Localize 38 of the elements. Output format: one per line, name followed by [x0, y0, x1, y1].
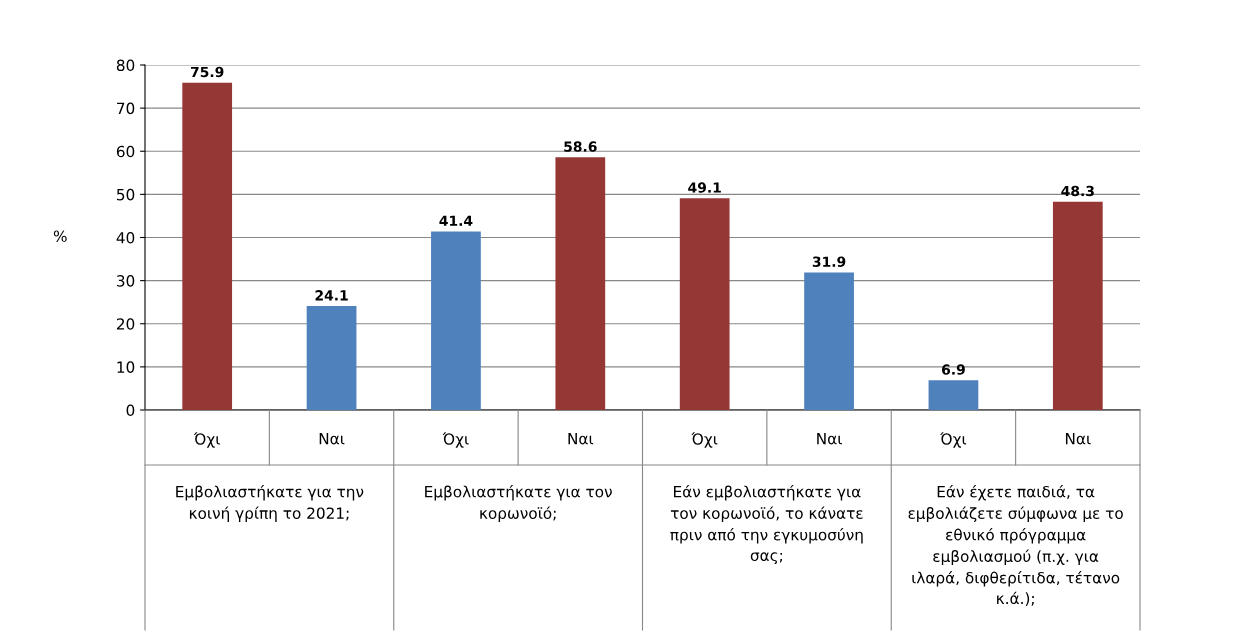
y-tick-label: 50 [117, 188, 135, 201]
data-label: 58.6 [564, 141, 597, 152]
text: Εμβολιαστήκατε για τον κορωνοϊό; [425, 485, 612, 522]
text: Εάν εμβολιαστήκατε για τον κορωνοϊό, το κάνατε πριν από την εγκυμοσύνη σας; [670, 485, 863, 565]
y-tick-label: 80 [116, 59, 135, 72]
x-tick-label: Ναι [568, 433, 594, 445]
x-tick-label: Όχι [193, 432, 220, 448]
data-label: 41.4 [439, 215, 473, 226]
data-label: 75.9 [190, 66, 224, 78]
bar [928, 380, 979, 410]
y-tick-label: 20 [116, 318, 135, 330]
x-tick-label: Όχι [691, 432, 718, 448]
x-tick-label: Ναι [319, 433, 345, 445]
y-tick-label: 70 [117, 102, 135, 115]
bar [306, 306, 357, 410]
x-tick-label: Όχι [940, 432, 967, 448]
data-label: 48.3 [1061, 185, 1094, 197]
bar [804, 272, 854, 410]
y-tick-label: 10 [117, 361, 135, 373]
x-tick-label: Ναι [817, 433, 842, 445]
data-label: 24.1 [315, 290, 348, 301]
text: Εμβολιαστήκατε για την κοινή γρίπη το 2021; [176, 485, 364, 522]
text: Εάν έχετε παιδιά, τα εμβολιάζετε σύμφωνα με το εθνικό πρόγραμμα εμβολιασμού (π.χ. για ιλαρά, διφθερίτιδα, τέτανο κ.ά.); [908, 485, 1123, 606]
bar [182, 82, 233, 410]
y-tick-label: 60 [116, 145, 135, 158]
data-label: 49.1 [688, 182, 721, 193]
y-axis-title: % [53, 230, 67, 242]
bar [1052, 201, 1103, 410]
x-tick-label: Όχι [442, 432, 469, 448]
y-tick-label: 30 [117, 275, 135, 287]
data-label: 31.9 [812, 256, 846, 267]
x-tick-label: Ναι [1065, 433, 1091, 445]
y-tick-label: 40 [116, 231, 135, 244]
y-tick-label: 0 [126, 404, 135, 417]
bar [555, 157, 606, 410]
data-label: 6.9 [942, 364, 965, 375]
bar [431, 231, 481, 410]
bar [679, 198, 730, 410]
